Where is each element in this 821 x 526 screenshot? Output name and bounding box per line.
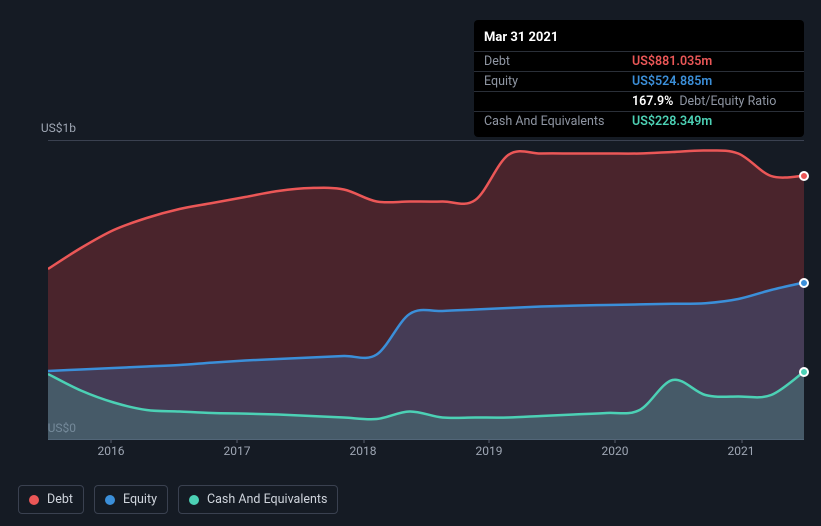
legend-label: Equity xyxy=(123,492,157,507)
chart-container: US$1b US$0 2016 2017 2018 2019 2020 2021 Mar … xyxy=(18,0,804,526)
tooltip: Mar 31 2021 DebtUS$881.035mEquityUS$524.… xyxy=(474,20,804,137)
legend-label: Cash And Equivalents xyxy=(207,492,327,507)
tooltip-value: US$228.349m xyxy=(632,114,712,129)
marker-cash xyxy=(799,367,809,377)
legend-dot xyxy=(105,495,115,505)
legend-label: Debt xyxy=(47,492,73,507)
x-tick: 2021 xyxy=(728,444,755,458)
tooltip-value: US$524.885m xyxy=(632,74,712,89)
tooltip-value: 167.9% xyxy=(632,94,673,109)
x-axis: 2016 2017 2018 2019 2020 2021 xyxy=(48,444,804,464)
marker-debt xyxy=(799,171,809,181)
x-tick: 2020 xyxy=(602,444,629,458)
x-tick: 2019 xyxy=(475,444,502,458)
x-tick: 2018 xyxy=(350,444,377,458)
tooltip-value: US$881.035m xyxy=(632,54,712,69)
legend-dot xyxy=(29,495,39,505)
legend-dot xyxy=(189,495,199,505)
tooltip-row: DebtUS$881.035m xyxy=(474,51,804,71)
legend-item-debt[interactable]: Debt xyxy=(18,485,84,514)
tooltip-row: EquityUS$524.885m xyxy=(474,71,804,91)
tooltip-row: Cash And EquivalentsUS$228.349m xyxy=(474,111,804,131)
plot-area: US$1b US$0 xyxy=(48,140,804,440)
x-tick: 2016 xyxy=(97,444,124,458)
x-tick: 2017 xyxy=(224,444,251,458)
marker-equity xyxy=(799,278,809,288)
chart-svg xyxy=(48,140,804,440)
legend-item-equity[interactable]: Equity xyxy=(94,485,168,514)
tooltip-row: 167.9% Debt/Equity Ratio xyxy=(474,91,804,111)
tooltip-date: Mar 31 2021 xyxy=(474,26,804,51)
legend-item-cash-and-equivalents[interactable]: Cash And Equivalents xyxy=(178,485,338,514)
tooltip-label: Equity xyxy=(484,74,632,89)
tooltip-secondary: Debt/Equity Ratio xyxy=(679,94,776,109)
legend: Debt Equity Cash And Equivalents xyxy=(18,485,338,514)
tooltip-label: Debt xyxy=(484,54,632,69)
tooltip-label: Cash And Equivalents xyxy=(484,114,632,129)
y-axis-label-max: US$1b xyxy=(41,121,76,135)
